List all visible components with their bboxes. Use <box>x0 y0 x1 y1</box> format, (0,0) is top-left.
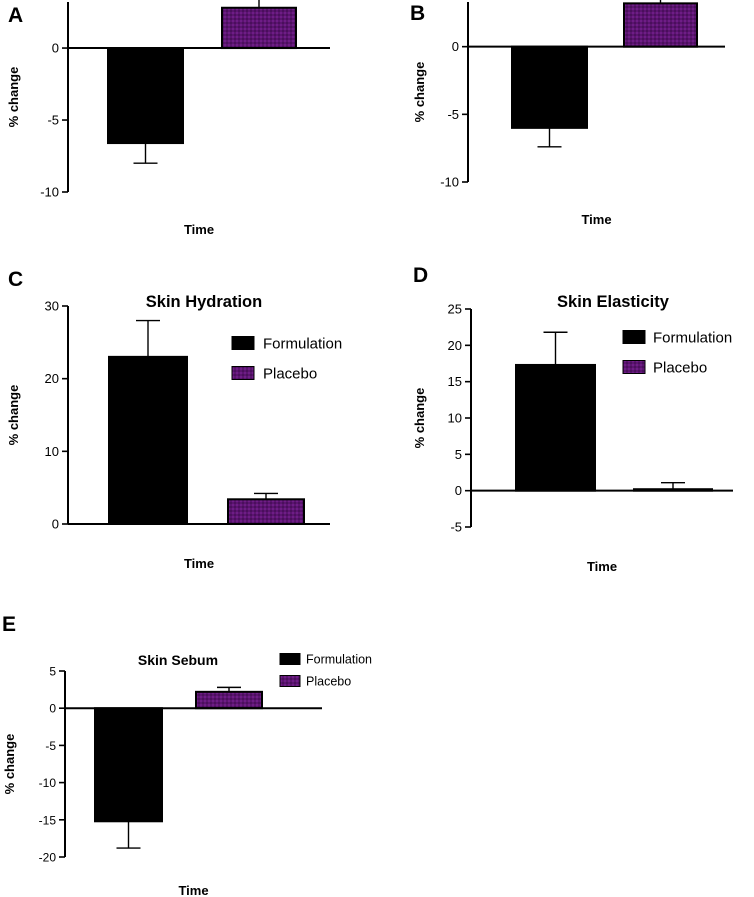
bar-formulation <box>107 47 184 145</box>
panel-label: D <box>413 264 428 287</box>
y-tick-label: -5 <box>45 739 56 753</box>
panel-b: B 0 -5 -10 Time % change <box>410 0 725 227</box>
legend-swatch-formulation <box>279 653 301 665</box>
chart-title: Skin Hydration <box>146 293 262 311</box>
y-axis-label: % change <box>412 388 427 449</box>
chart-title: Skin Sebum <box>138 652 218 668</box>
y-tick-label: -5 <box>47 113 59 128</box>
panel-label: A <box>8 4 23 27</box>
legend-label-formulation: Formulation <box>306 652 372 666</box>
panel-c: C Skin Hydration 0 10 20 30 Time % change Formul… <box>6 268 342 571</box>
legend-swatch-formulation <box>622 330 646 344</box>
legend-label-placebo: Placebo <box>306 674 351 688</box>
bar-placebo <box>227 498 305 526</box>
legend-label-formulation: Formulation <box>653 329 732 346</box>
y-tick-label: 0 <box>52 517 59 532</box>
bar-formulation <box>94 707 163 823</box>
panel-label: B <box>410 2 425 25</box>
x-axis-label: Time <box>184 222 214 237</box>
y-tick-label: 0 <box>455 483 462 498</box>
panel-label: E <box>2 613 16 636</box>
legend-swatch-placebo <box>231 366 255 380</box>
legend-label-placebo: Placebo <box>653 359 707 376</box>
bar-placebo <box>623 2 698 48</box>
bar-formulation <box>515 363 596 492</box>
x-axis-label: Time <box>581 212 611 227</box>
y-tick-label: -10 <box>40 185 59 200</box>
y-tick-label: 5 <box>49 665 56 679</box>
y-tick-label: 20 <box>448 338 462 353</box>
y-tick-label: 0 <box>452 39 459 54</box>
bar-placebo <box>221 6 297 50</box>
y-axis-label: % change <box>6 385 21 446</box>
y-tick-label: 30 <box>45 299 59 314</box>
panel-d: D Skin Elasticity -5 0 5 10 15 20 25 Time % change… <box>412 264 733 574</box>
panel-e: E Skin Sebum 5 0 -5 -10 -15 -20 Time % change Form… <box>2 613 372 897</box>
y-axis-label: % change <box>412 62 427 123</box>
panel-a: A 0 -5 -10 Time % change <box>6 0 330 237</box>
y-tick-label: 5 <box>455 447 462 462</box>
legend-label-placebo: Placebo <box>263 365 317 382</box>
y-tick-label: -10 <box>39 776 57 790</box>
y-tick-label: -10 <box>440 175 459 190</box>
bar-formulation <box>511 45 588 129</box>
bar-placebo <box>195 690 263 710</box>
x-axis-label: Time <box>178 883 208 897</box>
y-tick-label: -15 <box>39 813 57 827</box>
y-tick-label: 20 <box>45 371 59 386</box>
y-tick-label: -20 <box>39 851 57 865</box>
y-tick-label: -5 <box>450 520 462 535</box>
legend: Formulation Placebo <box>231 335 342 382</box>
bar-formulation <box>108 355 188 525</box>
y-axis-label: % change <box>2 734 17 795</box>
y-axis-label: % change <box>6 67 21 128</box>
legend-label-formulation: Formulation <box>263 335 342 352</box>
chart-title: Skin Elasticity <box>557 293 670 311</box>
y-tick-label: 15 <box>448 374 462 389</box>
y-tick-label: 0 <box>49 702 56 716</box>
legend-swatch-placebo <box>622 360 646 374</box>
legend-swatch-placebo <box>279 675 301 687</box>
legend: Formulation Placebo <box>622 329 732 376</box>
y-tick-label: 10 <box>448 411 462 426</box>
panel-label: C <box>8 268 23 291</box>
legend-swatch-formulation <box>231 336 255 350</box>
y-tick-label: 25 <box>448 302 462 317</box>
x-axis-label: Time <box>587 559 617 574</box>
x-axis-label: Time <box>184 556 214 571</box>
legend: Formulation Placebo <box>279 652 372 688</box>
y-tick-label: 0 <box>52 41 59 56</box>
y-tick-label: 10 <box>45 444 59 459</box>
y-tick-label: -5 <box>447 107 459 122</box>
